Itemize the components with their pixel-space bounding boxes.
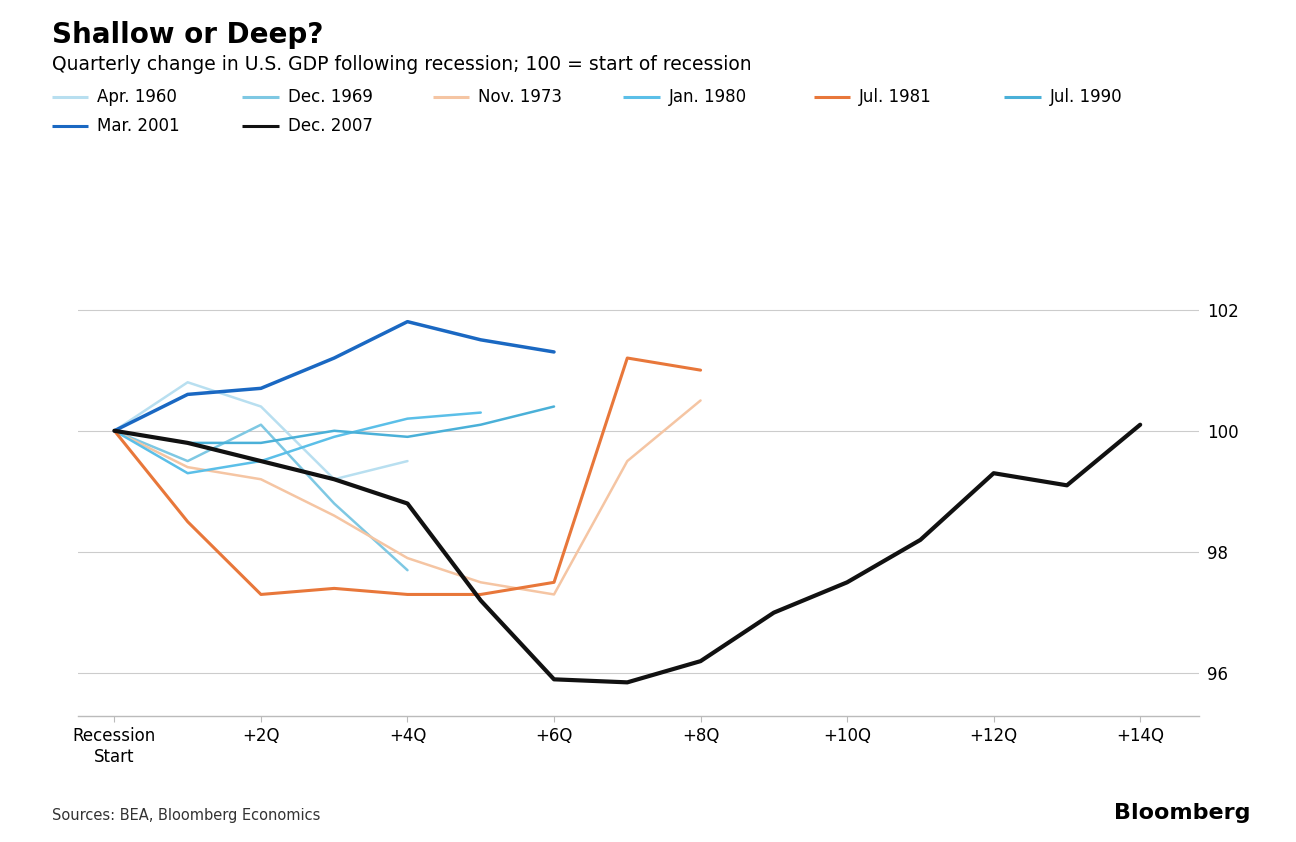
Text: Shallow or Deep?: Shallow or Deep? — [52, 21, 323, 49]
Text: Dec. 1969: Dec. 1969 — [288, 88, 372, 106]
Text: Dec. 2007: Dec. 2007 — [288, 117, 372, 136]
Text: Jul. 1990: Jul. 1990 — [1050, 88, 1122, 106]
Text: Bloomberg: Bloomberg — [1115, 803, 1251, 823]
Text: Nov. 1973: Nov. 1973 — [478, 88, 562, 106]
Text: Jul. 1981: Jul. 1981 — [859, 88, 932, 106]
Text: Apr. 1960: Apr. 1960 — [97, 88, 178, 106]
Text: Quarterly change in U.S. GDP following recession; 100 = start of recession: Quarterly change in U.S. GDP following r… — [52, 55, 752, 74]
Text: Jan. 1980: Jan. 1980 — [669, 88, 746, 106]
Text: Sources: BEA, Bloomberg Economics: Sources: BEA, Bloomberg Economics — [52, 808, 320, 823]
Text: Mar. 2001: Mar. 2001 — [97, 117, 180, 136]
